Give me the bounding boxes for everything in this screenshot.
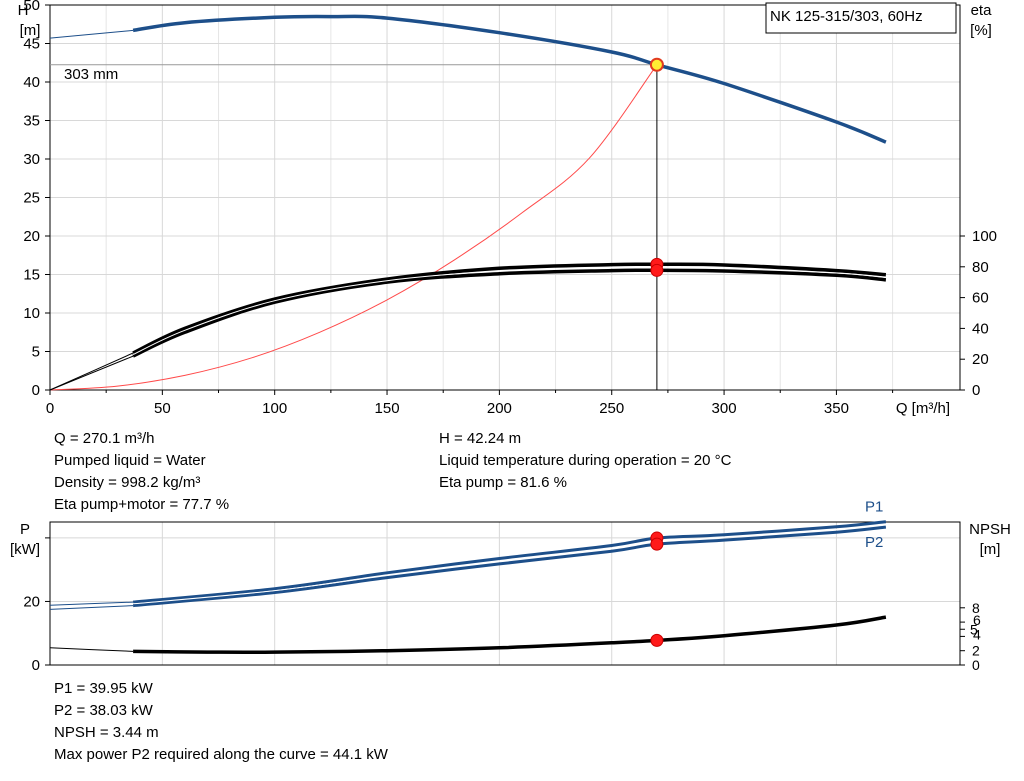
npsh-tick-label: 6	[973, 612, 981, 628]
eta-axis-label: eta	[971, 2, 993, 19]
eta-axis-unit: [%]	[970, 22, 992, 39]
head-axis-label: H	[18, 2, 29, 19]
eta-tick-label: 80	[972, 259, 989, 276]
power-axis-label: P	[20, 521, 30, 538]
head-curve-extension	[49, 29, 134, 39]
head-curve	[132, 14, 887, 144]
info-head: H = 42.24 m	[439, 430, 522, 447]
flow-tick-label: 200	[487, 400, 512, 417]
info-eta-pump: Eta pump = 81.6 %	[439, 474, 567, 491]
p2-series-label: P2	[865, 534, 883, 551]
npsh-tick-label: 0	[972, 657, 980, 673]
head-axis-unit: [m]	[20, 22, 41, 39]
eta-tick-label: 0	[972, 382, 980, 399]
head-tick-label: 10	[23, 305, 40, 322]
top-plot-frame	[49, 4, 961, 391]
eta-pump-curve	[132, 262, 887, 355]
p1-extension	[49, 601, 134, 606]
head-tick-label: 40	[23, 74, 40, 91]
info-liquid: Pumped liquid = Water	[54, 452, 206, 469]
eta-separator	[132, 266, 886, 356]
title-box	[765, 2, 957, 34]
eta-tick-label: 60	[972, 290, 989, 307]
head-tick-label: 45	[23, 36, 40, 53]
duty-eta-motor-marker	[650, 263, 664, 277]
info-npsh: NPSH = 3.44 m	[54, 724, 159, 741]
axes-text: H[m]eta[%]051015202530354045500204060801…	[10, 0, 1011, 674]
flow-tick-label: 150	[375, 400, 400, 417]
power-axis-unit: [kW]	[10, 541, 40, 558]
duty-npsh-marker	[650, 633, 664, 647]
info-lower: P1 = 39.95 kW P2 = 38.03 kW NPSH = 3.44 …	[54, 678, 388, 766]
eta-pump-motor-curve	[132, 268, 887, 358]
duty-p2-marker	[650, 537, 664, 551]
npsh-tick-label: 2	[972, 643, 980, 659]
npsh-tick-label: 5	[970, 621, 978, 637]
npsh-extension	[49, 647, 134, 652]
top-series	[49, 14, 887, 391]
power-tick-label: 0	[32, 657, 40, 674]
eta-pump-motor-extension	[49, 355, 134, 391]
info-col-2: H = 42.24 m Liquid temperature during op…	[439, 428, 731, 494]
p1-curve	[132, 520, 887, 604]
flow-tick-label: 0	[46, 400, 54, 417]
npsh-axis-unit: [m]	[980, 541, 1001, 558]
bottom-series	[49, 520, 887, 655]
p1-series-label: P1	[865, 499, 883, 516]
power-separator	[133, 523, 886, 605]
head-tick-label: 30	[23, 151, 40, 168]
flow-tick-label: 350	[824, 400, 849, 417]
chart-title: NK 125-315/303, 60Hz	[770, 8, 923, 25]
head-tick-label: 0	[32, 382, 40, 399]
info-col-1: Q = 270.1 m³/h Pumped liquid = Water Den…	[54, 428, 229, 516]
npsh-curve	[133, 615, 887, 655]
npsh-tick-label: 8	[972, 600, 980, 616]
npsh-tick-label: 4	[973, 626, 981, 642]
top-grid	[45, 4, 965, 395]
info-max-power: Max power P2 required along the curve = …	[54, 746, 388, 763]
info-density: Density = 998.2 kg/m³	[54, 474, 201, 491]
flow-tick-label: 250	[599, 400, 624, 417]
head-tick-label: 15	[23, 267, 40, 284]
flow-axis-label: Q [m³/h]	[896, 400, 950, 417]
duty-head-marker	[649, 57, 664, 72]
head-tick-label: 35	[23, 113, 40, 130]
eta-tick-label: 20	[972, 351, 989, 368]
flow-tick-label: 50	[154, 400, 171, 417]
info-temperature: Liquid temperature during operation = 20…	[439, 452, 732, 469]
info-flow: Q = 270.1 m³/h	[54, 430, 155, 447]
head-tick-label: 50	[23, 0, 40, 14]
info-eta-pump-motor: Eta pump+motor = 77.7 %	[54, 496, 230, 513]
p2-curve	[132, 525, 887, 608]
power-tick-label: 20	[23, 593, 40, 610]
info-p1: P1 = 39.95 kW	[54, 680, 153, 697]
flow-tick-label: 300	[712, 400, 737, 417]
info-p2: P2 = 38.03 kW	[54, 702, 153, 719]
eta-tick-label: 100	[972, 228, 997, 245]
flow-tick-label: 100	[262, 400, 287, 417]
eta-tick-label: 40	[972, 320, 989, 337]
head-tick-label: 5	[32, 344, 40, 361]
head-tick-label: 25	[23, 190, 40, 207]
impeller-diameter-label: 303 mm	[64, 66, 118, 83]
bottom-grid	[45, 521, 965, 666]
bottom-plot-frame	[49, 521, 961, 666]
head-tick-label: 20	[23, 228, 40, 245]
npsh-axis-label: NPSH	[969, 521, 1011, 538]
p2-extension	[49, 605, 134, 610]
system-curve	[49, 64, 658, 391]
